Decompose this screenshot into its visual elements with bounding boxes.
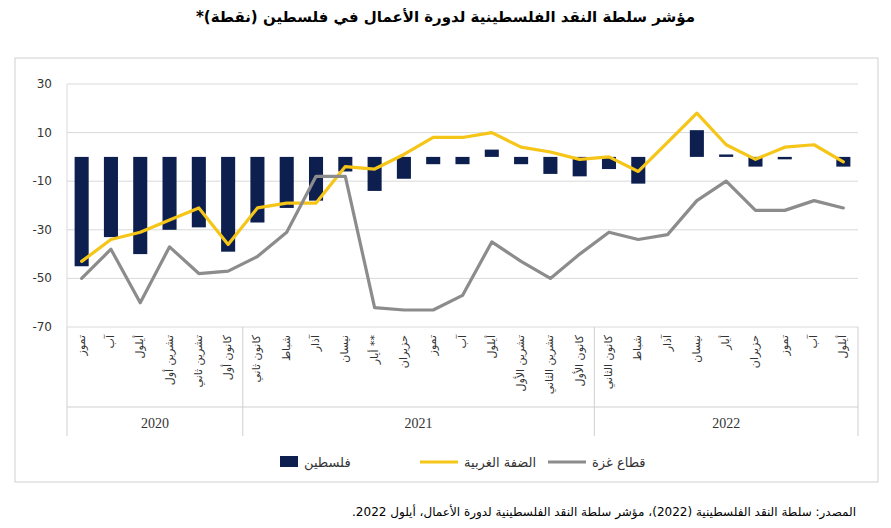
x-tick-label: حزيران [397, 335, 410, 368]
legend-swatch [548, 460, 586, 463]
x-tick-label: أيار [718, 335, 732, 351]
legend-swatch [420, 460, 458, 463]
bar [690, 130, 704, 157]
x-tick-label: أيار ** [367, 335, 381, 366]
y-axis-line [67, 84, 68, 327]
group-label: 2021 [405, 416, 433, 431]
bar [719, 154, 733, 156]
x-tick-label: تشرين الثاني [543, 335, 556, 394]
y-tick-label: -50 [32, 271, 52, 285]
x-tick-label: كانون الأول [572, 334, 586, 386]
x-tick-label: نيسان [690, 335, 703, 363]
bar [807, 156, 821, 157]
x-tick-label: أيلول [132, 335, 146, 358]
x-tick-label: نيسان [338, 335, 351, 363]
grid-line [67, 327, 858, 328]
legend-label: الضفة الغربية [464, 455, 536, 471]
y-tick-label: 10 [37, 126, 52, 140]
x-tick-label: كانون الثاني [602, 334, 615, 389]
source-note: المصدر: سلطة النقد الفلسطينية (2022)، مؤ… [352, 504, 856, 520]
group-divider [67, 407, 858, 408]
x-tick-label: آذار [308, 334, 322, 352]
bar [104, 157, 118, 237]
grid-line [67, 229, 858, 230]
group-label: 2022 [712, 416, 740, 431]
x-tick-label: شباط [280, 335, 293, 361]
grid-line [67, 132, 858, 133]
bar [133, 157, 147, 254]
chart-frame [15, 58, 878, 482]
x-tick-label: كانون ثاني [250, 334, 263, 382]
x-tick-label: تموز [426, 335, 439, 356]
bar [778, 157, 792, 159]
group-label: 2020 [141, 416, 169, 431]
bar [192, 157, 206, 227]
group-separator [242, 327, 243, 436]
x-tick-label: تشرين أول [162, 335, 176, 385]
group-separator [67, 327, 68, 436]
bar [543, 157, 557, 174]
x-tick-label: آب [806, 334, 820, 348]
bar [338, 157, 352, 172]
y-tick-label: -10 [32, 174, 52, 188]
grid-line [67, 181, 858, 182]
x-tick-label: آذار [660, 334, 674, 352]
bar [75, 157, 89, 266]
y-tick-label: -30 [32, 223, 52, 237]
line [82, 113, 844, 261]
y-tick-label: -70 [32, 320, 52, 334]
x-tick-label: تموز [778, 335, 791, 356]
x-tick-label: آب [455, 334, 469, 348]
legend-swatch [280, 456, 298, 467]
x-tick-label: حزيران [748, 335, 761, 368]
x-tick-label: تموز [75, 335, 88, 356]
x-tick-label: كانون أول [220, 334, 234, 380]
chart: مؤشر سلطة النقد الفلسطينية لدورة الأعمال… [0, 0, 891, 528]
y-tick-label: 30 [37, 77, 52, 91]
title: مؤشر سلطة النقد الفلسطينية لدورة الأعمال… [196, 8, 695, 26]
grid-line [67, 84, 858, 85]
legend-label: قطاع غزة [592, 455, 646, 471]
x-tick-label: تشرين ثاني [192, 335, 205, 388]
bar [280, 157, 294, 208]
bar [455, 157, 469, 164]
x-tick-label: تشرين الأول [513, 335, 527, 392]
bar [397, 157, 411, 179]
x-tick-label: شباط [631, 335, 644, 361]
grid-line [67, 278, 858, 279]
line [82, 176, 844, 310]
plot-area [75, 113, 851, 310]
group-separator [858, 327, 859, 436]
bar [426, 157, 440, 164]
bar [485, 150, 499, 157]
legend-label: فلسطين [304, 455, 351, 471]
bar [514, 157, 528, 164]
x-tick-label: آب [103, 334, 117, 348]
bar [368, 157, 382, 191]
x-tick-label: أيلول [484, 335, 498, 358]
group-separator [594, 327, 595, 436]
x-tick-label: أيلول [835, 335, 849, 358]
